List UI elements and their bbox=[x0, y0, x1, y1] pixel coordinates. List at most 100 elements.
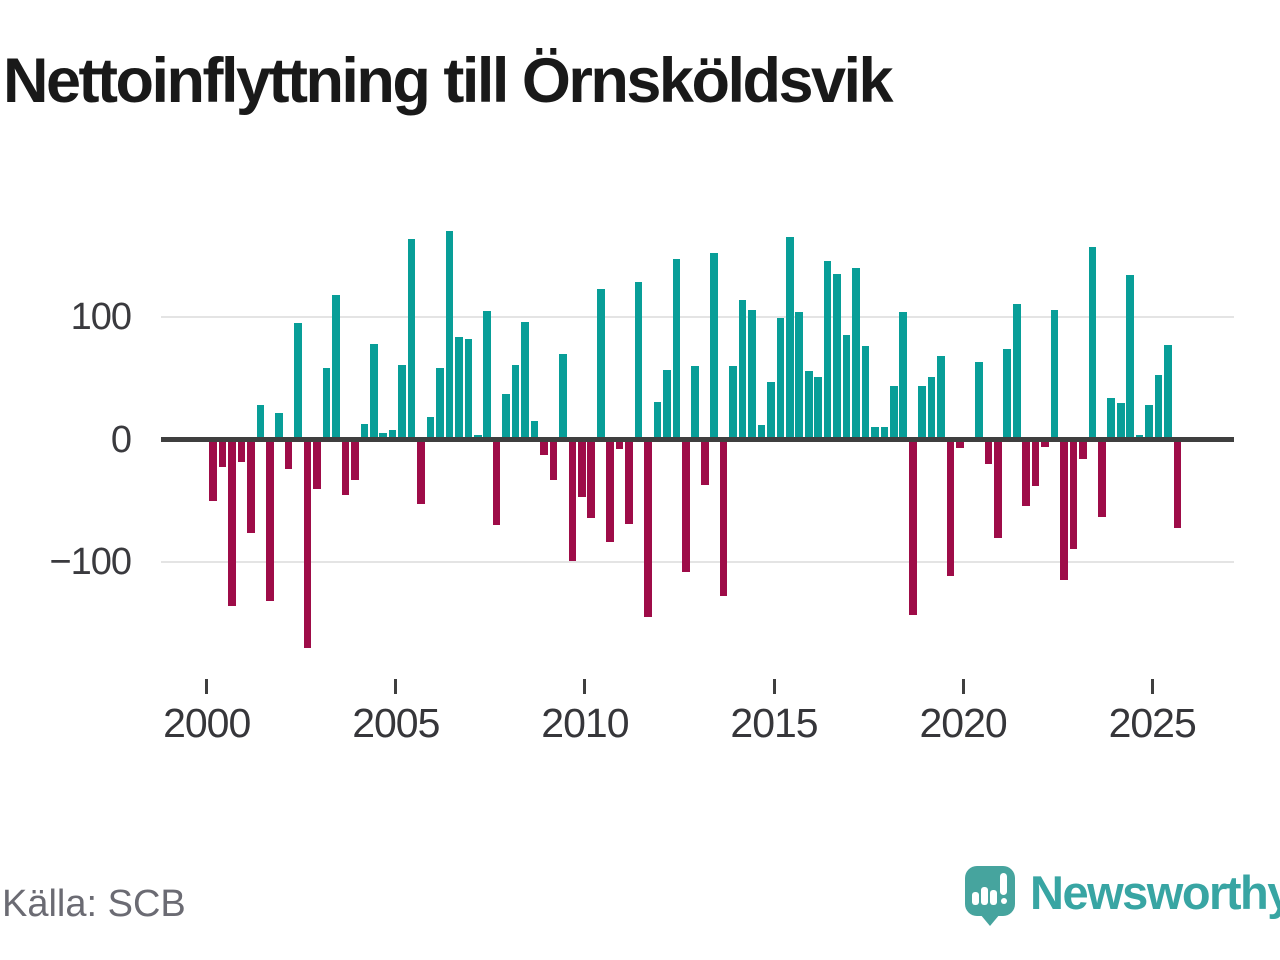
bar bbox=[653, 401, 662, 440]
bar bbox=[975, 362, 983, 440]
bar bbox=[303, 439, 312, 648]
bar bbox=[956, 439, 964, 449]
bar bbox=[719, 439, 728, 597]
bar bbox=[890, 385, 898, 440]
bar bbox=[237, 439, 246, 462]
logo-chart-bar bbox=[972, 892, 979, 905]
x-tick bbox=[1150, 679, 1154, 694]
bar bbox=[540, 439, 548, 456]
bar bbox=[1031, 439, 1040, 487]
x-tick-label: 2000 bbox=[163, 700, 251, 746]
bar bbox=[209, 439, 217, 501]
bar bbox=[757, 424, 766, 440]
bar bbox=[294, 323, 302, 440]
bar bbox=[634, 281, 643, 440]
bar bbox=[1098, 439, 1106, 517]
bar bbox=[1050, 309, 1059, 440]
bar bbox=[379, 433, 388, 440]
bar bbox=[369, 343, 378, 440]
bar bbox=[530, 421, 539, 440]
x-tick-label: 2010 bbox=[541, 700, 629, 746]
bar bbox=[228, 439, 236, 607]
bar bbox=[1060, 439, 1068, 581]
bar bbox=[1003, 348, 1012, 440]
bar bbox=[464, 339, 473, 440]
bar bbox=[388, 429, 397, 440]
bar bbox=[937, 356, 945, 440]
bar bbox=[341, 439, 350, 495]
brand-name: Newsworthy bbox=[1030, 866, 1280, 919]
bar bbox=[880, 427, 889, 440]
bar bbox=[1079, 439, 1087, 460]
bar bbox=[663, 369, 671, 440]
x-tick-label: 2025 bbox=[1108, 700, 1197, 746]
bar bbox=[1164, 345, 1172, 440]
bar bbox=[786, 237, 794, 440]
bar bbox=[833, 274, 841, 440]
bar bbox=[691, 366, 700, 440]
bar bbox=[265, 439, 274, 602]
x-tick-label: 2005 bbox=[352, 700, 440, 746]
bar bbox=[908, 439, 917, 615]
bar bbox=[521, 321, 529, 440]
bar bbox=[587, 439, 596, 518]
bar bbox=[417, 439, 425, 505]
bar bbox=[275, 412, 284, 440]
speech-bubble-tail bbox=[980, 914, 1000, 926]
gridline bbox=[161, 561, 1234, 563]
x-tick-label: 2020 bbox=[919, 700, 1007, 746]
logo-chart-bar bbox=[990, 890, 997, 905]
bar bbox=[748, 309, 756, 440]
bar bbox=[700, 439, 709, 485]
bar bbox=[823, 260, 832, 440]
bar bbox=[852, 268, 860, 440]
bar bbox=[1069, 439, 1078, 549]
bar bbox=[360, 423, 369, 440]
bar bbox=[492, 439, 501, 526]
source-note: Källa: SCB bbox=[2, 883, 186, 925]
bar bbox=[994, 439, 1002, 538]
x-tick bbox=[772, 679, 776, 694]
bar bbox=[672, 259, 681, 440]
x-tick bbox=[205, 679, 209, 694]
bar bbox=[1022, 439, 1030, 506]
gridline bbox=[161, 316, 1234, 318]
logo-exclamation-stem bbox=[1000, 873, 1007, 895]
y-tick-label: −100 bbox=[49, 541, 132, 583]
bar bbox=[625, 439, 633, 524]
bar bbox=[549, 439, 558, 480]
bar bbox=[946, 439, 955, 576]
bar bbox=[284, 439, 293, 469]
y-tick-label: 100 bbox=[70, 296, 132, 338]
bar bbox=[568, 439, 577, 561]
bar bbox=[606, 439, 614, 543]
bar bbox=[644, 439, 652, 618]
bar bbox=[455, 336, 463, 440]
bar bbox=[596, 288, 605, 440]
x-tick-label: 2015 bbox=[730, 700, 818, 746]
y-tick-label: 0 bbox=[110, 418, 132, 461]
bar bbox=[918, 385, 926, 440]
bar bbox=[682, 439, 690, 572]
bar bbox=[1116, 402, 1125, 440]
bar bbox=[483, 310, 492, 440]
bar bbox=[436, 368, 444, 440]
bar bbox=[351, 439, 359, 480]
bar bbox=[738, 299, 747, 440]
bar bbox=[502, 394, 510, 440]
page-title: Nettoinflyttning till Örnsköldsvik bbox=[3, 46, 894, 116]
bar bbox=[1173, 439, 1182, 528]
bar bbox=[1012, 303, 1021, 440]
bar bbox=[814, 377, 822, 440]
bar bbox=[322, 368, 331, 440]
bar bbox=[511, 364, 520, 440]
bar bbox=[1107, 397, 1116, 440]
bar bbox=[426, 417, 435, 440]
logo-chart-bar bbox=[981, 887, 988, 905]
bar bbox=[729, 366, 737, 440]
bar bbox=[861, 346, 870, 440]
bar bbox=[247, 439, 255, 533]
bar bbox=[407, 238, 416, 440]
bar bbox=[1041, 439, 1049, 447]
